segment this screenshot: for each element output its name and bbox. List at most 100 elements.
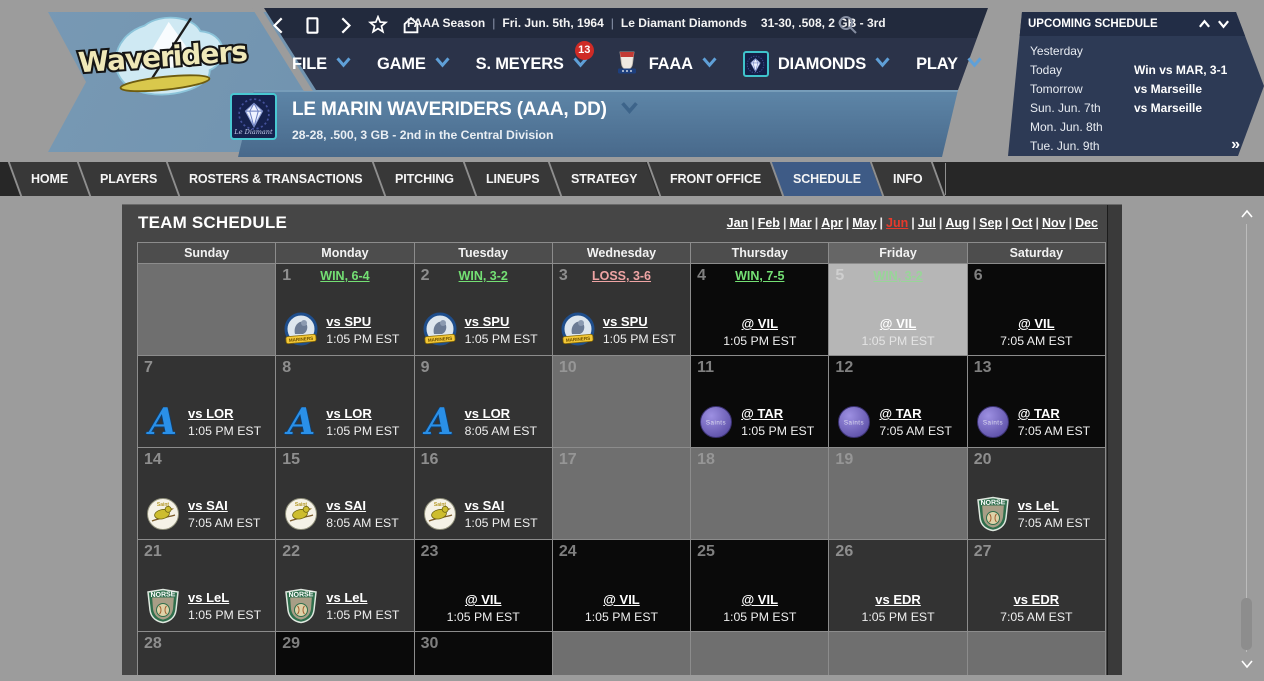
tab-strategy[interactable]: STRATEGY <box>548 162 659 196</box>
game-result-link[interactable]: WIN, 3-2 <box>458 269 508 283</box>
calendar-day-2[interactable]: 2 WIN, 3-2 MARINERS vs SPU 1:05 PM EST <box>414 264 552 355</box>
tab-pitching[interactable]: PITCHING <box>371 162 475 196</box>
month-link-oct[interactable]: Oct <box>1011 216 1033 230</box>
opponent-link[interactable]: vs SAI <box>326 498 367 513</box>
calendar-day-3[interactable]: 3 LOSS, 3-6 MARINERS vs SPU 1:05 PM EST <box>552 264 691 355</box>
month-link-aug[interactable]: Aug <box>945 216 970 230</box>
upcoming-row[interactable]: Tue. Jun. 9th <box>1030 136 1256 155</box>
calendar-day-6[interactable]: 6 @ VIL 7:05 AM EST <box>967 264 1105 355</box>
calendar-day-13[interactable]: 13 Saints @ TAR 7:05 AM EST <box>967 356 1105 447</box>
menu-item-diamonds[interactable]: DIAMONDS <box>742 51 890 77</box>
expand-schedule-link[interactable]: » <box>1231 136 1240 153</box>
calendar-day-22[interactable]: 22 NORSE vs LeL 1:05 PM EST <box>276 540 414 631</box>
upcoming-row[interactable]: Sun. Jun. 7th vs Marseille <box>1030 98 1256 117</box>
opponent-link[interactable]: vs LeL <box>188 590 230 605</box>
month-link-nov[interactable]: Nov <box>1041 216 1066 230</box>
page-scroll-up-icon[interactable] <box>1240 206 1254 224</box>
opponent-link[interactable]: vs LOR <box>326 406 372 421</box>
game-result-link[interactable]: WIN, 3-2 <box>873 269 923 283</box>
search-icon[interactable] <box>836 13 860 37</box>
upcoming-row[interactable]: Mon. Jun. 8th <box>1030 117 1256 136</box>
calendar-day-4[interactable]: 4 WIN, 7-5 @ VIL 1:05 PM EST <box>691 264 829 355</box>
chevron-down-icon[interactable] <box>620 101 638 119</box>
page-scrollbar-thumb[interactable] <box>1241 598 1252 650</box>
opponent-link[interactable]: @ VIL <box>603 592 640 607</box>
opponent-link[interactable]: vs LOR <box>188 406 234 421</box>
opponent-link[interactable]: @ TAR <box>1017 406 1060 421</box>
back-icon[interactable] <box>268 14 290 36</box>
scroll-up-icon[interactable] <box>1198 17 1211 35</box>
game-text: vs LOR 1:05 PM EST <box>188 406 261 438</box>
opponent-link[interactable]: vs LOR <box>464 406 511 421</box>
game-result-link[interactable]: LOSS, 3-6 <box>591 269 652 283</box>
opponent-link[interactable]: vs LeL <box>1017 498 1059 513</box>
page-scroll-down-icon[interactable] <box>1240 656 1254 674</box>
calendar-day-5[interactable]: 5 WIN, 3-2 @ VIL 1:05 PM EST <box>829 264 967 355</box>
menu-item-faaa[interactable]: FAAA <box>614 50 717 79</box>
upcoming-row[interactable]: Tomorrow vs Marseille <box>1030 79 1256 98</box>
opponent-link[interactable]: @ VIL <box>464 592 502 607</box>
tab-rosters-transactions[interactable]: ROSTERS & TRANSACTIONS <box>166 162 385 196</box>
tab-players[interactable]: PLAYERS <box>76 162 179 196</box>
month-link-jul[interactable]: Jul <box>917 216 936 230</box>
calendar-day-12[interactable]: 12 Saints @ TAR 7:05 AM EST <box>829 356 967 447</box>
game-result-link[interactable]: WIN, 7-5 <box>735 269 785 283</box>
opponent-link[interactable]: @ TAR <box>741 406 784 421</box>
opponent-link[interactable]: vs LeL <box>326 590 368 605</box>
opponent-link[interactable]: vs EDR <box>875 592 921 607</box>
opponent-link[interactable]: @ VIL <box>741 316 779 331</box>
opponent-link[interactable]: vs SPU <box>602 314 648 329</box>
page-scrollbar-track[interactable] <box>1246 224 1247 652</box>
tab-front-office[interactable]: FRONT OFFICE <box>646 162 782 196</box>
month-link-dec[interactable]: Dec <box>1075 216 1098 230</box>
tab-lineups[interactable]: LINEUPS <box>462 162 561 196</box>
month-link-feb[interactable]: Feb <box>757 216 780 230</box>
opponent-link[interactable]: @ VIL <box>1018 316 1055 331</box>
panel-scrollbar-track[interactable] <box>1107 205 1122 675</box>
calendar-day-23[interactable]: 23 @ VIL 1:05 PM EST <box>414 540 552 631</box>
menu-item-s-meyers[interactable]: S. MEYERS 13 <box>476 40 594 74</box>
upcoming-row[interactable]: Yesterday <box>1030 41 1256 60</box>
page-icon[interactable] <box>301 14 323 36</box>
opponent-link[interactable]: @ TAR <box>879 406 922 421</box>
tab-schedule[interactable]: SCHEDULE <box>769 162 882 196</box>
tab-home[interactable]: HOME <box>7 162 90 196</box>
opponent-link[interactable]: vs SAI <box>464 498 505 513</box>
calendar-day-24[interactable]: 24 @ VIL 1:05 PM EST <box>552 540 691 631</box>
home-icon[interactable] <box>400 14 422 36</box>
calendar-day-25[interactable]: 25 @ VIL 1:05 PM EST <box>691 540 829 631</box>
month-link-mar[interactable]: Mar <box>789 216 812 230</box>
upcoming-row[interactable]: Today Win vs MAR, 3-1 <box>1030 60 1256 79</box>
calendar-day-1[interactable]: 1 WIN, 6-4 MARINERS vs SPU 1:05 PM EST <box>276 264 414 355</box>
calendar-day-27[interactable]: 27 vs EDR 7:05 AM EST <box>967 540 1105 631</box>
calendar-day-20[interactable]: 20 NORSE vs LeL 7:05 AM EST <box>967 448 1105 539</box>
opponent-link[interactable]: @ VIL <box>741 592 779 607</box>
forward-icon[interactable] <box>334 14 356 36</box>
month-link-sep[interactable]: Sep <box>979 216 1003 230</box>
month-link-jan[interactable]: Jan <box>726 216 749 230</box>
opponent-link[interactable]: vs SPU <box>326 314 372 329</box>
month-link-apr[interactable]: Apr <box>821 216 843 230</box>
calendar-day-26[interactable]: 26 vs EDR 1:05 PM EST <box>829 540 967 631</box>
month-link-may[interactable]: May <box>852 216 877 230</box>
menu-item-file[interactable]: FILE <box>292 55 351 74</box>
opponent-link[interactable]: vs SAI <box>188 498 228 513</box>
star-icon[interactable] <box>367 14 389 36</box>
calendar-day-11[interactable]: 11 Saints @ TAR 1:05 PM EST <box>691 356 829 447</box>
game-result-link[interactable]: WIN, 6-4 <box>320 269 370 283</box>
scroll-down-icon[interactable] <box>1217 17 1230 35</box>
opponent-link[interactable]: @ VIL <box>879 316 917 331</box>
calendar-day-16[interactable]: 16 Saint vs SAI 1:05 PM EST <box>414 448 552 539</box>
month-link-jun[interactable]: Jun <box>886 216 909 230</box>
calendar-day-14[interactable]: 14 Saint vs SAI 7:05 AM EST <box>138 448 276 539</box>
calendar-day-21[interactable]: 21 NORSE vs LeL 1:05 PM EST <box>138 540 276 631</box>
menu-item-play[interactable]: PLAY <box>916 55 982 74</box>
opponent-link[interactable]: vs SPU <box>464 314 510 329</box>
opponent-link[interactable]: vs EDR <box>1013 592 1060 607</box>
menu-item-game[interactable]: GAME <box>377 55 450 74</box>
calendar-day-15[interactable]: 15 Saint vs SAI 8:05 AM EST <box>276 448 414 539</box>
team-title-row[interactable]: LE MARIN WAVERIDERS (AAA, DD) <box>292 99 638 121</box>
